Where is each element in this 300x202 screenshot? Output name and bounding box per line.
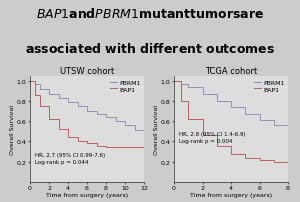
BAP1 [133,146,136,148]
BAP1 [187,119,190,121]
BAP1 [76,141,79,143]
BAP1 [179,101,183,103]
PBRM1 [172,81,176,83]
PBRM1 [76,102,79,104]
PBRM1 [104,114,108,116]
Legend: PBRM1, BAP1: PBRM1, BAP1 [109,80,141,93]
PBRM1 [142,129,146,132]
X-axis label: Time from surgery (years): Time from surgery (years) [190,192,272,197]
BAP1 [215,145,218,147]
BAP1 [47,119,51,121]
BAP1 [215,135,218,137]
Text: $\bf{\it{BAP1}}$$\bf{ and }$$\bf{\it{PBRM1}}$$\bf{ mutant tumors are}$: $\bf{\it{BAP1}}$$\bf{ and }$$\bf{\it{PBR… [36,7,264,21]
PBRM1 [142,159,146,161]
PBRM1 [38,84,41,86]
BAP1 [123,146,127,148]
BAP1 [286,163,290,165]
PBRM1 [215,101,218,103]
BAP1 [47,106,51,108]
PBRM1 [66,102,70,104]
Y-axis label: Overall Survival: Overall Survival [154,104,159,154]
BAP1 [201,119,204,121]
PBRM1 [229,107,233,109]
BAP1 [142,169,146,171]
PBRM1 [66,98,70,100]
BAP1 [85,143,89,145]
BAP1 [104,145,108,147]
PBRM1 [179,84,183,86]
BAP1 [258,157,261,159]
Text: $\bf{associated\ with\ different\ outcomes}$: $\bf{associated\ with\ different\ outcom… [25,42,275,55]
Title: TCGA cohort: TCGA cohort [205,67,257,76]
BAP1 [201,135,204,137]
BAP1 [123,146,127,148]
Line: PBRM1: PBRM1 [30,82,144,160]
PBRM1 [33,84,37,86]
PBRM1 [114,121,117,123]
BAP1 [76,137,79,139]
BAP1 [57,128,60,131]
PBRM1 [95,110,98,113]
PBRM1 [187,84,190,86]
Y-axis label: Overall Survival: Overall Survival [10,104,15,154]
BAP1 [258,159,261,161]
BAP1 [187,101,190,103]
BAP1 [272,159,276,161]
PBRM1 [123,121,127,123]
BAP1 [114,146,117,148]
BAP1 [172,81,176,83]
Text: HR, 2.7 (95% CI 0.99-7.6)
Log-rank p = 0.044: HR, 2.7 (95% CI 0.99-7.6) Log-rank p = 0… [34,152,105,164]
PBRM1 [57,94,60,96]
PBRM1 [57,98,60,100]
PBRM1 [179,81,183,83]
BAP1 [244,153,247,155]
BAP1 [95,143,98,145]
PBRM1 [272,125,276,127]
PBRM1 [85,106,89,108]
BAP1 [57,119,60,121]
PBRM1 [47,88,51,91]
Legend: PBRM1, BAP1: PBRM1, BAP1 [253,80,285,93]
BAP1 [85,141,89,143]
PBRM1 [201,86,204,89]
PBRM1 [95,114,98,116]
BAP1 [286,161,290,163]
Title: UTSW cohort: UTSW cohort [60,67,114,76]
BAP1 [95,145,98,147]
BAP1 [66,128,70,131]
PBRM1 [133,125,136,127]
BAP1 [229,153,233,155]
BAP1 [38,95,41,97]
PBRM1 [47,94,51,96]
PBRM1 [229,101,233,103]
Line: BAP1: BAP1 [174,82,288,164]
BAP1 [28,81,32,83]
BAP1 [142,146,146,148]
PBRM1 [244,114,247,116]
PBRM1 [258,120,261,122]
BAP1 [179,81,183,83]
BAP1 [66,137,70,139]
PBRM1 [114,117,117,119]
Line: BAP1: BAP1 [30,82,144,170]
PBRM1 [272,120,276,122]
PBRM1 [85,110,89,113]
BAP1 [114,146,117,148]
Text: HR, 2.8 (95% CI 1.4-6.9)
Log-rank p = 0.004: HR, 2.8 (95% CI 1.4-6.9) Log-rank p = 0.… [178,131,245,143]
PBRM1 [33,81,37,83]
BAP1 [38,106,41,108]
BAP1 [244,157,247,159]
PBRM1 [104,117,108,119]
X-axis label: Time from surgery (years): Time from surgery (years) [46,192,128,197]
PBRM1 [286,139,290,141]
Line: PBRM1: PBRM1 [174,82,288,140]
PBRM1 [215,94,218,96]
BAP1 [229,145,233,147]
BAP1 [33,81,37,83]
PBRM1 [258,114,261,116]
PBRM1 [133,129,136,132]
PBRM1 [76,106,79,108]
PBRM1 [187,86,190,89]
PBRM1 [201,94,204,96]
BAP1 [104,146,108,148]
